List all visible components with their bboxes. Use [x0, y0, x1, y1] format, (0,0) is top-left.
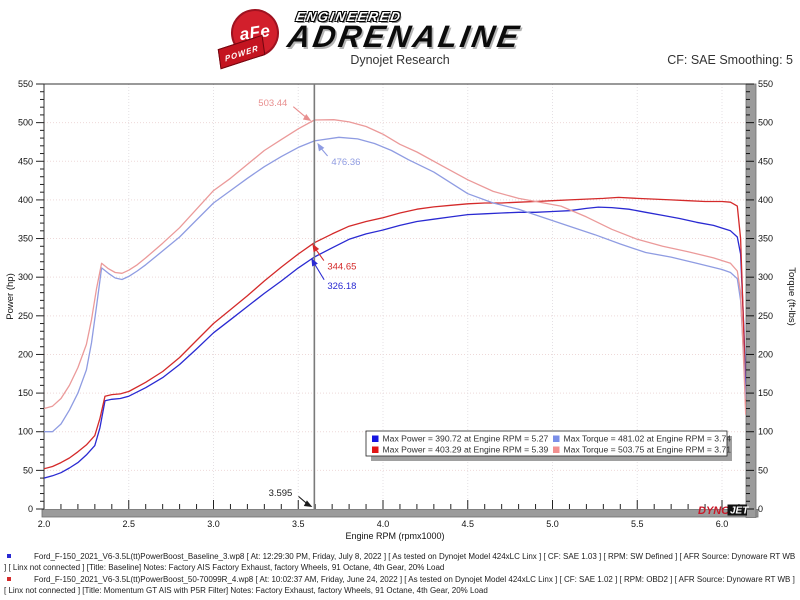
x-axis: 2.0 2.5 3.0 3.5 4.0 4.5 5.0 5.5 6.0 Engine RPM (r…	[38, 500, 740, 541]
y-tick-label-right: 250	[758, 311, 773, 321]
y-tick-label-right: 550	[758, 79, 773, 89]
y-axis-right: 0 50 100 150 200 250 300 350 400 450 500 550	[746, 79, 773, 514]
y-tick-label-left: 50	[23, 465, 33, 475]
curves	[44, 119, 746, 479]
plot-frame	[43, 83, 746, 509]
x-tick-label: 4.0	[377, 519, 390, 529]
dynojet-logo-jet: JET	[730, 506, 749, 517]
run-text-baseline: Ford_F-150_2021_V6-3.5L(tt)PowerBoost_Ba…	[4, 552, 796, 572]
y-axis-title-right: Torque (ft-lbs)	[786, 267, 797, 326]
curve-baseline-power	[44, 206, 746, 479]
run-description-momentum: Ford_F-150_2021_V6-3.5L(tt)PowerBoost_50…	[4, 574, 796, 596]
y-tick-label-left: 450	[18, 156, 33, 166]
run-bullet-baseline	[7, 554, 11, 558]
y-tick-label-right: 150	[758, 388, 773, 398]
y-tick-label-right: 100	[758, 427, 773, 437]
y-tick-label-left: 550	[18, 79, 33, 89]
annotation-326-18: 326.18	[311, 257, 356, 292]
y-tick-label-right: 450	[758, 156, 773, 166]
y-tick-label-right: 350	[758, 234, 773, 244]
run-descriptions: Ford_F-150_2021_V6-3.5L(tt)PowerBoost_Ba…	[0, 551, 800, 597]
legend-marker	[553, 446, 560, 453]
annotation-476-36-label: 476.36	[331, 157, 360, 168]
legend-entry: Max Torque = 481.02 at Engine RPM = 3.74	[564, 434, 732, 444]
x-tick-label: 4.5	[461, 519, 474, 529]
y-tick-label-right: 0	[758, 504, 763, 514]
annotation-503-44-label: 503.44	[258, 98, 287, 109]
dynojet-logo: DYNO JET	[698, 504, 749, 517]
y-tick-label-right: 300	[758, 272, 773, 282]
x-tick-label: 2.0	[38, 519, 51, 529]
y-tick-label-left: 100	[18, 427, 33, 437]
y-tick-label-left: 150	[18, 388, 33, 398]
legend-entry: Max Power = 403.29 at Engine RPM = 5.39	[383, 445, 549, 455]
legend-entry: Max Power = 390.72 at Engine RPM = 5.27	[383, 434, 549, 444]
x-tick-label: 5.5	[631, 519, 644, 529]
x-tick-label: 6.0	[716, 519, 729, 529]
y-tick-label-left: 300	[18, 272, 33, 282]
run-bullet-momentum	[7, 577, 11, 581]
cursor-rpm-annotation-label: 3.595	[269, 488, 293, 499]
y-tick-label-left: 350	[18, 234, 33, 244]
curve-baseline-torque	[44, 136, 746, 433]
y-tick-label-right: 500	[758, 118, 773, 128]
x-tick-label: 3.0	[207, 519, 220, 529]
y-tick-label-left: 400	[18, 195, 33, 205]
y-tick-label-right: 400	[758, 195, 773, 205]
header: aFe POWER ENGINEERED ADRENALINE Dynojet …	[0, 0, 800, 75]
chart-title: Dynojet Research	[350, 53, 450, 67]
annotation-476-36: 476.36	[317, 142, 360, 168]
annotation-326-18-label: 326.18	[327, 281, 356, 292]
legend-marker	[372, 435, 379, 442]
dynojet-logo-dyno: DYNO	[698, 505, 730, 517]
curve-afe-power	[44, 196, 746, 470]
annotation-344-65: 344.65	[312, 243, 356, 273]
run-description-baseline: Ford_F-150_2021_V6-3.5L(tt)PowerBoost_Ba…	[4, 551, 796, 573]
x-tick-label: 5.0	[546, 519, 559, 529]
annotation-503-44: 503.44	[258, 98, 312, 121]
curve-afe-torque	[44, 119, 746, 415]
x-tick-label: 3.5	[292, 519, 305, 529]
y-axis-left: 0 50 100 150 200 250 300 350 400 450 500 550	[18, 79, 44, 514]
y-tick-label-left: 200	[18, 349, 33, 359]
annotation-344-65-label: 344.65	[327, 262, 356, 273]
y-tick-label-right: 200	[758, 349, 773, 359]
legend-marker	[553, 435, 560, 442]
x-tick-label: 2.5	[122, 519, 135, 529]
y-tick-label-right: 50	[758, 465, 768, 475]
y-tick-label-left: 0	[28, 504, 33, 514]
legend-entry: Max Torque = 503.75 at Engine RPM = 3.71	[564, 445, 732, 455]
legend-marker	[372, 446, 379, 453]
y-tick-label-left: 250	[18, 311, 33, 321]
smoothing-setting: CF: SAE Smoothing: 5	[667, 53, 793, 67]
legend: Max Power = 390.72 at Engine RPM = 5.27M…	[365, 430, 732, 461]
x-axis-title: Engine RPM (rpmx1000)	[345, 531, 444, 541]
run-text-momentum: Ford_F-150_2021_V6-3.5L(tt)PowerBoost_50…	[4, 575, 795, 595]
y-axis-title-left: Power (hp)	[5, 273, 16, 319]
y-tick-label-left: 500	[18, 118, 33, 128]
cursor-rpm-annotation: 3.595	[269, 488, 313, 507]
